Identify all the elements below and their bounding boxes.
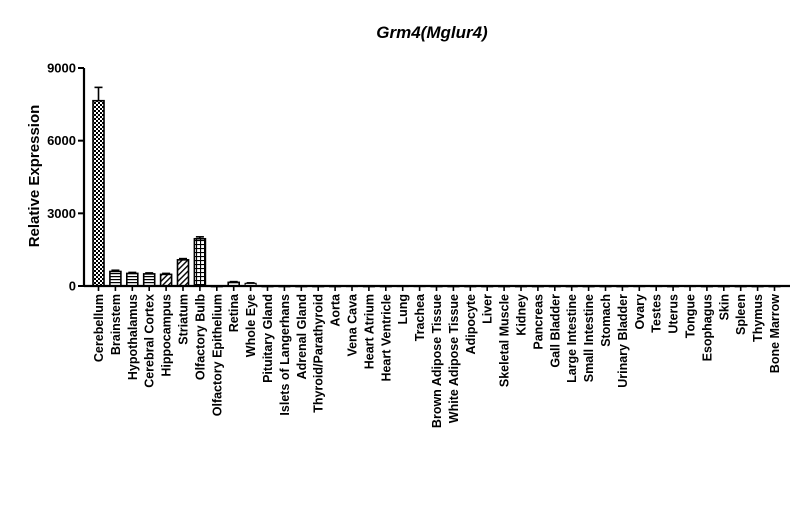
x-tick-label: Cerebellum bbox=[92, 294, 106, 362]
x-tick-label: Brown Adipose Tissue bbox=[430, 294, 444, 428]
bars-group bbox=[92, 99, 781, 288]
x-tick-label: Thymus bbox=[751, 294, 765, 342]
y-tick-label: 0 bbox=[69, 279, 76, 294]
bar bbox=[109, 270, 122, 287]
x-tick-label: Small Intestine bbox=[582, 294, 596, 382]
y-tick-label: 3000 bbox=[47, 206, 76, 221]
x-tick-label: Striatum bbox=[177, 294, 191, 345]
x-tick-label: Kidney bbox=[515, 294, 529, 336]
x-tick-label: Esophagus bbox=[700, 294, 714, 361]
error-bars-group bbox=[94, 86, 255, 284]
x-tick-label: Olfactory Bulb bbox=[193, 294, 207, 380]
bar bbox=[193, 237, 207, 287]
x-tick-label: Testes bbox=[650, 294, 664, 333]
bar bbox=[126, 272, 139, 287]
x-tick-label: Olfactory Epithelium bbox=[210, 294, 224, 416]
x-tick-label: Cerebral Cortex bbox=[143, 294, 157, 388]
x-tick-label: Thyroid/Parathyroid bbox=[312, 294, 326, 413]
x-tick-label: Tongue bbox=[684, 294, 698, 338]
x-tick-label: Islets of Langerhans bbox=[278, 294, 292, 416]
x-axis: Cerebellum Brainstem Hypothalamus Cerebral … bbox=[84, 284, 790, 428]
x-tick-label: Retina bbox=[227, 293, 241, 332]
x-tick-label: Pituitary Gland bbox=[261, 294, 275, 383]
x-tick-label: Ovary bbox=[633, 294, 647, 329]
x-tick-label: Adrenal Gland bbox=[295, 294, 309, 379]
x-tick-label: Bone Marrow bbox=[768, 294, 782, 373]
y-axis: 0 3000 6000 9000 bbox=[47, 61, 86, 294]
y-tick-label: 6000 bbox=[47, 133, 76, 148]
x-tick-label: Stomach bbox=[599, 294, 613, 347]
x-tick-label: Adipocyte bbox=[464, 294, 478, 354]
bar bbox=[159, 273, 173, 287]
x-tick-label: Heart Ventricle bbox=[379, 294, 393, 382]
bar bbox=[176, 259, 190, 287]
x-tick-label: Uterus bbox=[667, 294, 681, 334]
x-tick-label: Aorta bbox=[329, 293, 343, 327]
x-tick-label: Vena Cava bbox=[346, 293, 360, 357]
x-tick-label: Urinary Bladder bbox=[616, 294, 630, 388]
x-tick-label: Large Intestine bbox=[565, 294, 579, 383]
x-tick-label: Hippocampus bbox=[160, 294, 174, 377]
x-tick-label: Brainstem bbox=[109, 294, 123, 355]
y-tick-label: 9000 bbox=[47, 61, 76, 76]
x-tick-label: Skeletal Muscle bbox=[498, 294, 512, 387]
x-tick-label: Pancreas bbox=[531, 294, 545, 350]
x-tick-label: Gall Bladder bbox=[548, 294, 562, 368]
x-tick-label: Trachea bbox=[413, 293, 427, 341]
x-tick-label: Hypothalamus bbox=[126, 294, 140, 380]
x-tick-label: White Adipose Tissue bbox=[447, 294, 461, 423]
x-tick-label: Liver bbox=[481, 294, 495, 324]
x-tick-label: Spleen bbox=[734, 294, 748, 335]
y-axis-label: Relative Expression bbox=[26, 105, 43, 248]
bar bbox=[142, 273, 156, 287]
x-tick-label: Skin bbox=[717, 294, 731, 320]
x-tick-label: Lung bbox=[396, 294, 410, 325]
x-tick-label: Heart Atrium bbox=[362, 294, 376, 369]
chart-title: Grm4(Mglur4) bbox=[376, 23, 488, 42]
bar bbox=[92, 99, 105, 287]
x-tick-label: Whole Eye bbox=[244, 294, 258, 357]
